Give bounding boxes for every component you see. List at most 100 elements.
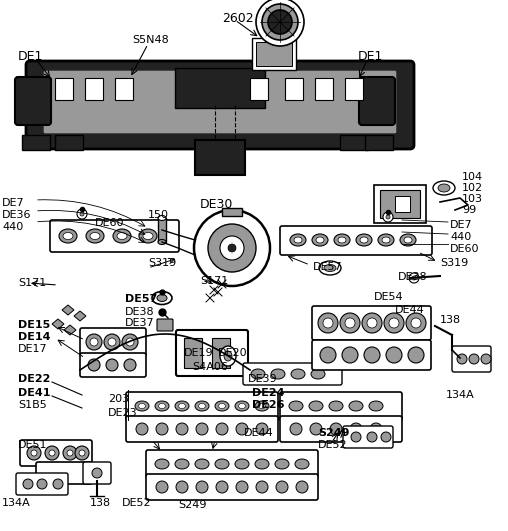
Ellipse shape [195,459,209,469]
Circle shape [364,347,380,363]
Bar [195,140,245,175]
Circle shape [176,481,188,493]
Text: DE51: DE51 [18,440,48,450]
FancyBboxPatch shape [312,340,431,370]
FancyBboxPatch shape [157,319,173,331]
Ellipse shape [309,401,323,411]
Text: 203: 203 [108,394,129,404]
Circle shape [345,318,355,328]
Bar [55,135,83,150]
Bar [340,135,368,150]
Circle shape [106,359,118,371]
Bar [395,196,410,212]
Bar [315,78,333,100]
Text: DE24: DE24 [252,388,284,398]
Circle shape [469,354,479,364]
Circle shape [90,338,98,346]
Text: DE15: DE15 [18,320,50,330]
Text: S5N48: S5N48 [132,35,169,45]
Text: DE54: DE54 [374,292,404,302]
Circle shape [330,423,342,435]
Ellipse shape [158,239,166,244]
Text: DE19: DE19 [184,348,214,358]
Ellipse shape [433,181,455,195]
Circle shape [310,423,322,435]
Bar [85,78,103,100]
Text: 103: 103 [462,194,483,204]
Text: DE60: DE60 [450,244,480,254]
Circle shape [268,10,292,34]
Text: DE7: DE7 [450,220,472,230]
Circle shape [194,210,270,286]
Circle shape [216,481,228,493]
Ellipse shape [324,264,336,271]
Text: S171: S171 [200,276,228,286]
Circle shape [290,423,302,435]
Circle shape [350,423,362,435]
FancyBboxPatch shape [26,61,414,149]
Circle shape [86,334,102,350]
Text: 138: 138 [90,498,111,508]
Bar [256,42,292,66]
Text: 102: 102 [462,183,483,193]
Bar [55,78,73,100]
Ellipse shape [438,184,450,192]
Ellipse shape [224,351,232,361]
Ellipse shape [235,459,249,469]
Text: DE57: DE57 [125,294,157,304]
Circle shape [104,334,120,350]
Circle shape [340,313,360,333]
Ellipse shape [139,229,157,243]
Circle shape [236,423,248,435]
FancyBboxPatch shape [176,330,248,376]
Text: 150: 150 [148,210,169,220]
Circle shape [228,244,236,252]
Text: S249: S249 [318,428,350,438]
Text: DE38: DE38 [125,307,154,317]
Circle shape [256,423,268,435]
Circle shape [23,479,33,489]
Text: 99: 99 [462,205,477,215]
FancyBboxPatch shape [50,220,179,252]
Circle shape [216,423,228,435]
Text: DE41: DE41 [18,388,50,398]
Text: DE1: DE1 [358,50,384,63]
Circle shape [53,479,63,489]
Text: DE1: DE1 [18,50,43,63]
Text: DE52: DE52 [122,498,151,508]
Ellipse shape [290,234,306,246]
Circle shape [389,318,399,328]
Circle shape [406,313,426,333]
Ellipse shape [178,404,185,408]
Ellipse shape [275,459,289,469]
FancyBboxPatch shape [36,462,92,484]
Circle shape [408,347,424,363]
Bar [22,135,50,150]
Text: DE57: DE57 [313,262,342,272]
Ellipse shape [291,369,305,379]
Text: DE17: DE17 [18,344,48,354]
Circle shape [276,481,288,493]
Ellipse shape [63,233,73,239]
Ellipse shape [90,233,100,239]
Ellipse shape [135,401,149,411]
Text: DE26: DE26 [252,400,284,410]
Text: DE20: DE20 [218,348,247,358]
Circle shape [156,423,168,435]
Text: S1B5: S1B5 [18,400,47,410]
Bar [345,78,363,100]
Circle shape [196,481,208,493]
Ellipse shape [117,233,127,239]
Bar [365,135,393,150]
Circle shape [31,450,37,456]
Circle shape [412,276,416,280]
Ellipse shape [199,404,206,408]
Circle shape [383,212,393,222]
FancyBboxPatch shape [243,363,342,385]
Ellipse shape [271,369,285,379]
Polygon shape [64,325,76,335]
Ellipse shape [255,401,269,411]
Circle shape [386,215,390,219]
Circle shape [320,347,336,363]
Circle shape [342,347,358,363]
